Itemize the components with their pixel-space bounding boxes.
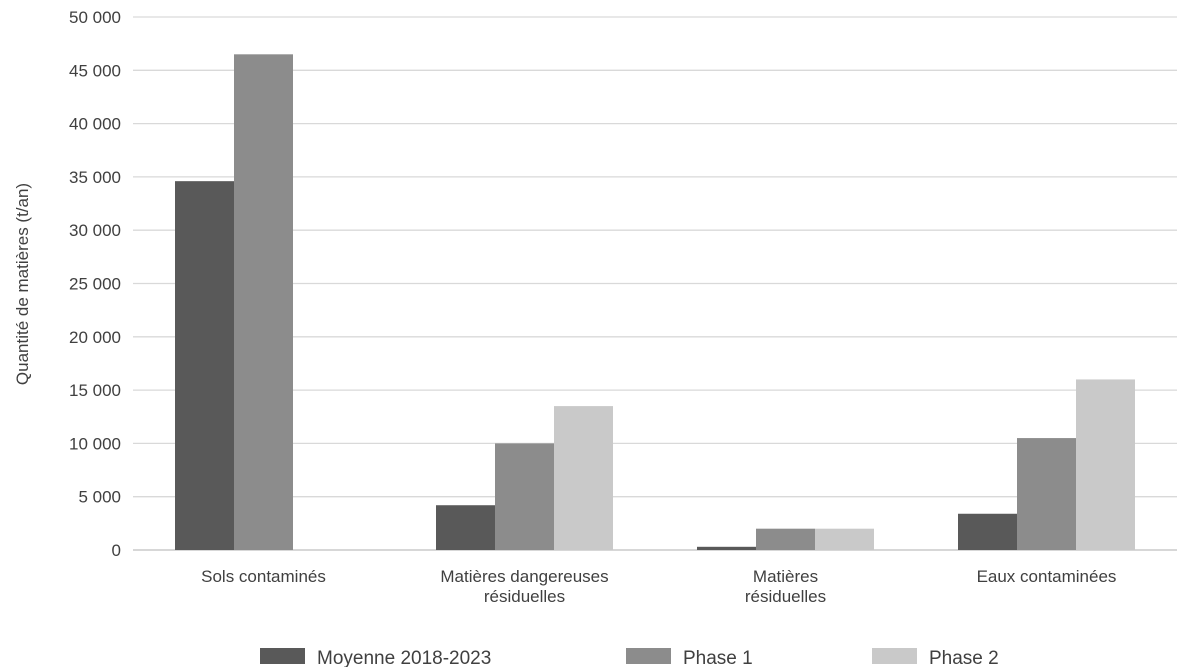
grid-lines <box>133 16 1177 551</box>
legend-item: Moyenne 2018-2023 <box>260 648 491 667</box>
y-tick-label: 0 <box>112 541 121 560</box>
y-tick-label: 30 000 <box>69 221 121 240</box>
x-category-label: Matières résiduelles <box>745 567 826 606</box>
legend-label: Phase 1 <box>683 648 753 667</box>
bar <box>958 513 1017 550</box>
x-category-label-line: Matières <box>753 567 818 586</box>
legend-label: Phase 2 <box>929 648 999 667</box>
x-axis-category-labels: Sols contaminés Matières dangereuses résid… <box>201 567 1116 606</box>
legend-swatch <box>260 648 305 664</box>
bar <box>234 54 293 551</box>
bar <box>1017 438 1076 550</box>
legend: Moyenne 2018-2023 Phase 1 Phase 2 <box>260 648 999 667</box>
x-category-label: Matières dangereuses résiduelles <box>440 567 608 606</box>
x-category-label-line: Sols contaminés <box>201 567 326 586</box>
legend-item: Phase 1 <box>626 648 753 667</box>
x-category-label-line: Matières dangereuses <box>440 567 608 586</box>
y-tick-label: 20 000 <box>69 328 121 347</box>
x-category-label: Sols contaminés <box>201 567 326 586</box>
x-category-label: Eaux contaminées <box>977 567 1117 586</box>
y-tick-label: 50 000 <box>69 8 121 27</box>
x-category-label-line: résiduelles <box>745 587 826 606</box>
legend-swatch <box>626 648 671 664</box>
y-tick-label: 10 000 <box>69 434 121 453</box>
y-tick-label: 35 000 <box>69 168 121 187</box>
bar <box>815 528 874 550</box>
y-tick-label: 25 000 <box>69 275 121 294</box>
y-axis-title: Quantité de matières (t/an) <box>13 183 32 385</box>
y-tick-label: 5 000 <box>78 488 121 507</box>
y-tick-label: 15 000 <box>69 381 121 400</box>
x-category-label-line: Eaux contaminées <box>977 567 1117 586</box>
bar <box>554 406 613 550</box>
bars <box>175 54 1135 551</box>
bar <box>697 546 756 550</box>
bar <box>175 181 234 550</box>
legend-label: Moyenne 2018-2023 <box>317 648 491 667</box>
bar <box>756 528 815 550</box>
legend-swatch <box>872 648 917 664</box>
y-axis-tick-labels: 0 5 000 10 000 15 000 20 000 25 000 30 000 35 0… <box>69 8 121 560</box>
bar <box>436 505 495 550</box>
legend-item: Phase 2 <box>872 648 999 667</box>
y-tick-label: 45 000 <box>69 61 121 80</box>
y-tick-label: 40 000 <box>69 115 121 134</box>
x-category-label-line: résiduelles <box>484 587 565 606</box>
bar <box>495 443 554 550</box>
bar <box>1076 379 1135 550</box>
